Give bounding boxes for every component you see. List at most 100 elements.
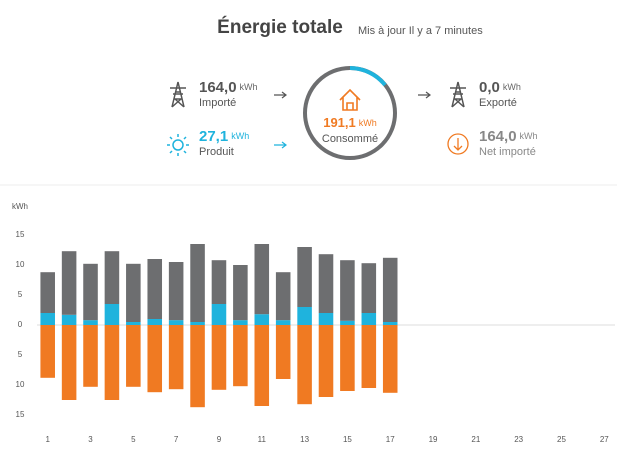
bar bbox=[233, 265, 248, 321]
x-tick-label: 7 bbox=[174, 435, 179, 444]
value: 164,0 bbox=[199, 79, 237, 96]
x-tick-label: 13 bbox=[300, 435, 309, 444]
x-tick-label: 21 bbox=[471, 435, 480, 444]
x-tick-label: 11 bbox=[258, 435, 267, 444]
y-tick-label: 5 bbox=[18, 290, 23, 299]
bar bbox=[147, 325, 163, 393]
y-axis-label: kWh bbox=[12, 202, 28, 211]
bar bbox=[190, 244, 205, 322]
bar bbox=[318, 313, 334, 325]
bar bbox=[147, 319, 163, 325]
bar bbox=[254, 325, 270, 406]
bar bbox=[190, 325, 205, 408]
bar bbox=[126, 322, 141, 325]
x-tick-label: 23 bbox=[514, 435, 523, 444]
bar bbox=[361, 325, 377, 388]
x-tick-label: 25 bbox=[557, 435, 566, 444]
bar bbox=[83, 320, 98, 325]
bar bbox=[83, 325, 98, 387]
y-tick-label: 0 bbox=[18, 320, 23, 329]
bar bbox=[168, 325, 184, 390]
x-tick-label: 27 bbox=[600, 435, 609, 444]
bar bbox=[233, 320, 248, 325]
arrow bbox=[274, 91, 287, 99]
x-tick-label: 3 bbox=[88, 435, 93, 444]
house-icon bbox=[339, 88, 361, 111]
unit: kWh bbox=[503, 82, 521, 92]
value: 0,0 bbox=[479, 79, 500, 96]
bar bbox=[190, 322, 205, 325]
bar bbox=[61, 325, 77, 400]
value: 191,1 bbox=[323, 115, 356, 130]
produced-value: 27,1 kWh bbox=[199, 128, 249, 145]
unit: kWh bbox=[240, 82, 258, 92]
pylon-icon bbox=[170, 81, 186, 108]
x-tick-label: 9 bbox=[217, 435, 222, 444]
bar bbox=[297, 247, 312, 307]
net-icon bbox=[447, 133, 469, 155]
imported-label: Importé bbox=[199, 97, 236, 109]
arrow bbox=[418, 91, 431, 99]
bar bbox=[126, 325, 141, 387]
bar bbox=[275, 272, 291, 321]
bar bbox=[211, 260, 227, 304]
consumed-value: 191,1 kWh bbox=[323, 115, 377, 130]
bar bbox=[126, 263, 141, 322]
bar bbox=[168, 262, 184, 321]
produced-label: Produit bbox=[199, 146, 234, 158]
pylon-icon bbox=[450, 81, 466, 108]
bar bbox=[40, 313, 55, 325]
unit: kWh bbox=[359, 118, 377, 128]
bar bbox=[40, 272, 55, 313]
bar bbox=[104, 251, 120, 304]
bar bbox=[147, 259, 163, 319]
bar bbox=[40, 325, 55, 378]
bar bbox=[275, 320, 291, 325]
exported-value: 0,0 kWh bbox=[479, 79, 521, 96]
y-tick-label: 5 bbox=[18, 350, 23, 359]
bar bbox=[61, 314, 77, 325]
x-tick-label: 1 bbox=[45, 435, 50, 444]
bar bbox=[340, 320, 355, 325]
bar bbox=[361, 263, 377, 313]
value: 27,1 bbox=[199, 128, 228, 145]
bar bbox=[233, 325, 248, 387]
ring-arc bbox=[349, 66, 387, 87]
title: Énergie totale bbox=[217, 16, 343, 38]
bar bbox=[382, 322, 398, 325]
bar bbox=[168, 320, 184, 325]
bar bbox=[61, 251, 77, 315]
bar bbox=[318, 254, 334, 313]
bar bbox=[254, 314, 270, 325]
y-tick-label: 15 bbox=[16, 410, 25, 419]
value: 164,0 bbox=[479, 128, 517, 145]
bar bbox=[297, 325, 312, 405]
bar bbox=[83, 263, 98, 321]
bar bbox=[382, 325, 398, 393]
y-tick-label: 10 bbox=[16, 260, 25, 269]
y-tick-label: 10 bbox=[16, 380, 25, 389]
net-label: Net importé bbox=[479, 146, 536, 158]
bar bbox=[211, 304, 227, 325]
x-tick-label: 15 bbox=[343, 435, 352, 444]
unit: kWh bbox=[520, 131, 538, 141]
bar bbox=[104, 325, 120, 400]
net-value: 164,0 kWh bbox=[479, 128, 538, 145]
bar bbox=[340, 325, 355, 391]
bar bbox=[382, 257, 398, 322]
bar bbox=[211, 325, 227, 390]
bar bbox=[254, 244, 270, 315]
exported-label: Exporté bbox=[479, 97, 517, 109]
sun-icon bbox=[167, 134, 189, 156]
x-tick-label: 5 bbox=[131, 435, 136, 444]
bar bbox=[297, 307, 312, 325]
arrow bbox=[274, 141, 287, 149]
x-tick-label: 17 bbox=[386, 435, 395, 444]
imported-value: 164,0 kWh bbox=[199, 79, 258, 96]
bar bbox=[104, 304, 120, 325]
bar bbox=[275, 325, 291, 379]
bar bbox=[318, 325, 334, 397]
y-tick-label: 15 bbox=[16, 230, 25, 239]
bar bbox=[340, 260, 355, 321]
